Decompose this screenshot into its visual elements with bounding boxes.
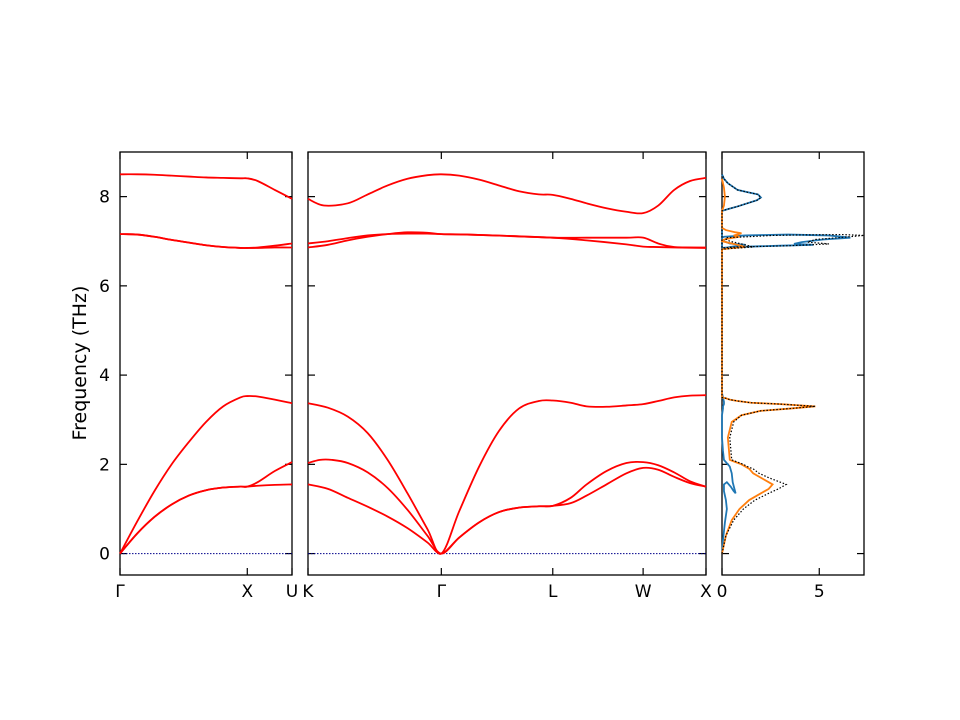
phonon-band-6 (307, 466, 707, 555)
phonon-band-3 (307, 231, 707, 249)
x-tick-label: L (548, 582, 558, 602)
x-tick-label: X (241, 582, 253, 602)
x-tick-label: W (635, 582, 652, 602)
phonon-band-6 (119, 483, 293, 555)
dos-curve-1 (721, 173, 851, 554)
y-tick-label: 0 (99, 545, 110, 565)
y-axis-label: Frequency (THz) (69, 286, 91, 441)
phonon-band-3 (119, 233, 293, 249)
plot-frame-2 (721, 151, 865, 576)
band-panel-gamma-x-u: 0 2 4 6 8 Γ X U (99, 151, 298, 602)
y-tick-label: 2 (99, 455, 110, 475)
phonon-band-4 (119, 395, 293, 555)
phonon-band-1 (119, 173, 293, 200)
y-tick-label: 4 (99, 366, 110, 386)
x-tick-label: U (286, 582, 298, 602)
x-tick-label: K (302, 582, 314, 602)
y-tick-label: 6 (99, 277, 110, 297)
x-tick-label: X (700, 582, 712, 602)
x-tick-label: Γ (115, 582, 125, 602)
dos-x-tick-label: 0 (717, 582, 728, 602)
plot-frame-0 (119, 151, 293, 576)
dos-curve-3 (721, 174, 865, 554)
dos-curve-2 (721, 178, 816, 554)
x-tick-label: Γ (437, 582, 447, 602)
phonon-band-4 (307, 394, 707, 555)
plot-frame-1 (307, 151, 707, 576)
phonon-band-5 (119, 461, 293, 555)
dos-x-tick-label: 5 (814, 582, 825, 602)
y-tick-label: 8 (99, 188, 110, 208)
phonon-band-1 (307, 173, 707, 215)
